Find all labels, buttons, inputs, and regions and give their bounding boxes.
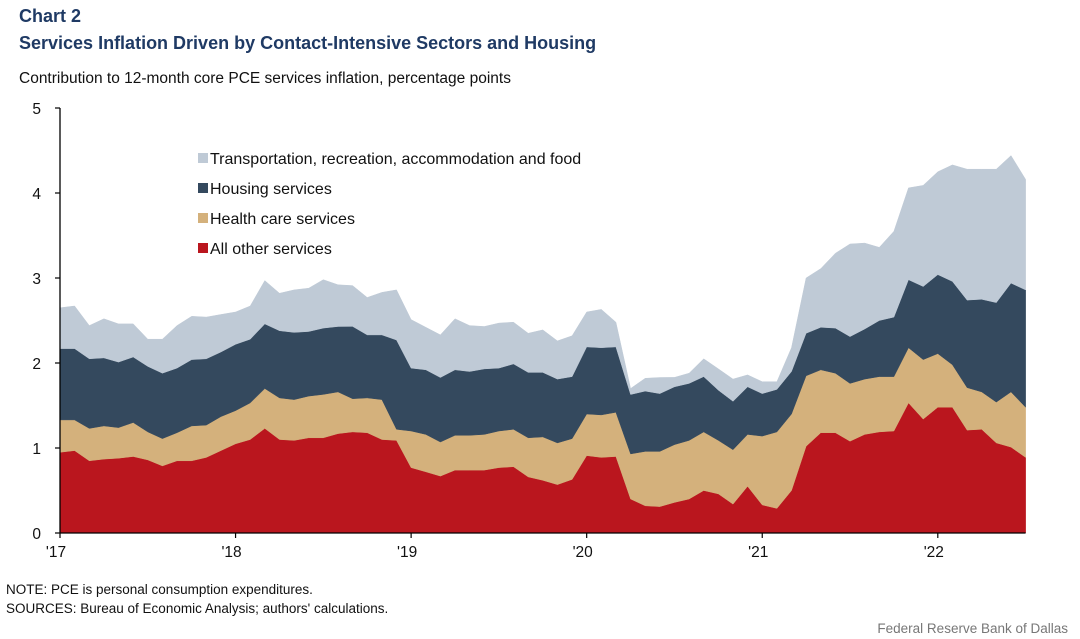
chart-title: Services Inflation Driven by Contact-Int… (19, 33, 597, 53)
chart-subtitle: Contribution to 12-month core PCE servic… (19, 70, 511, 87)
legend-swatch (198, 213, 208, 223)
footnote-sources: SOURCES: Bureau of Economic Analysis; au… (6, 601, 389, 616)
source-credit: Federal Reserve Bank of Dallas (877, 621, 1068, 636)
axes: 0 1 2 3 4 5 '17 '18 '19 '20 '21 '22 (32, 101, 1026, 561)
x-tick-label: '18 (221, 544, 241, 561)
y-tick-label: 4 (32, 186, 41, 203)
legend-item-transportation-recreation-accommodation-and-food: Transportation, recreation, accommodatio… (198, 151, 581, 168)
area-transportation-recreation-accommodation-and-food (59, 155, 1026, 402)
y-tick-label: 2 (32, 356, 41, 373)
chart-number: Chart 2 (19, 6, 82, 26)
y-tick-label: 5 (32, 101, 41, 118)
y-tick-label: 1 (32, 441, 41, 458)
legend-item-housing-services: Housing services (198, 181, 332, 198)
x-tick-label: '17 (46, 544, 66, 561)
series-areas (59, 155, 1026, 534)
x-tick-label: '20 (573, 544, 594, 561)
legend-swatch (198, 183, 208, 193)
legend-swatch (198, 243, 208, 253)
legend-label: Health care services (210, 211, 355, 228)
legend-swatch (198, 153, 208, 163)
legend-label: Transportation, recreation, accommodatio… (210, 151, 581, 168)
legend: Transportation, recreation, accommodatio… (198, 151, 581, 258)
legend-item-health-care-services: Health care services (198, 211, 355, 228)
x-tick-label: '19 (397, 544, 417, 561)
x-tick-label: '22 (924, 544, 944, 561)
x-tick-label: '21 (748, 544, 768, 561)
legend-label: All other services (210, 241, 332, 258)
legend-label: Housing services (210, 181, 332, 198)
legend-item-all-other-services: All other services (198, 241, 332, 258)
y-tick-label: 0 (32, 526, 41, 543)
footnote-note: NOTE: PCE is personal consumption expend… (6, 582, 313, 597)
y-tick-label: 3 (32, 271, 41, 288)
